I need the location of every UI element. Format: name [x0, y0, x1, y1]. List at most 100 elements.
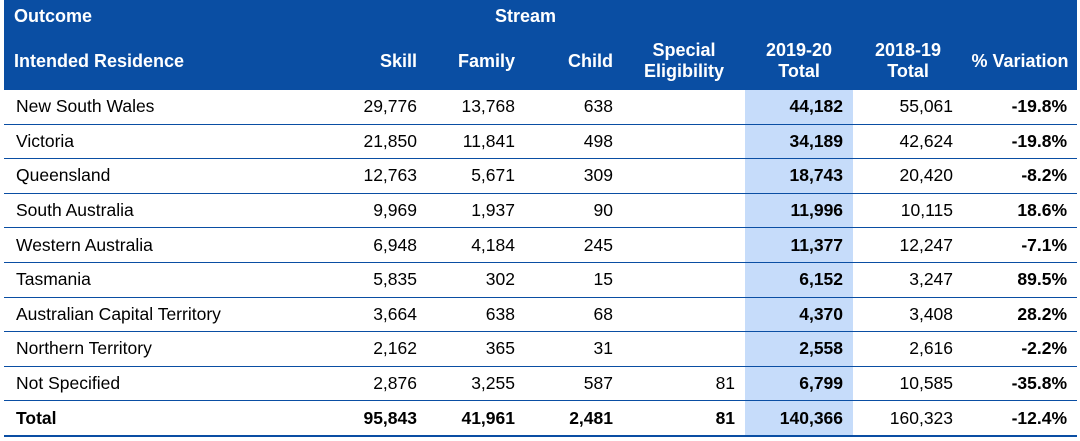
cell-total-2019: 11,377: [745, 227, 854, 263]
total-skill: 95,843: [341, 400, 427, 437]
cell-family: 4,184: [427, 227, 525, 263]
cell-variation: 28.2%: [963, 297, 1078, 333]
cell-special: [623, 124, 746, 160]
cell-skill: 21,850: [341, 124, 427, 160]
cell-family: 13,768: [427, 90, 525, 125]
cell-variation: -19.8%: [963, 90, 1078, 125]
stream-header: Stream: [341, 0, 746, 32]
cell-family: 302: [427, 262, 525, 298]
cell-total-2019: 44,182: [745, 90, 854, 125]
cell-total-2019: 6,799: [745, 366, 854, 402]
row-name: Tasmania: [4, 262, 341, 298]
cell-child: 15: [525, 262, 623, 298]
intended-residence-header: Intended Residence: [4, 32, 341, 90]
table-row: New South Wales 29,776 13,768 638 44,182…: [4, 90, 1078, 125]
cell-variation: -19.8%: [963, 124, 1078, 160]
cell-special: [623, 331, 746, 367]
cell-special: [623, 227, 746, 263]
row-name: Not Specified: [4, 366, 341, 402]
row-name: Victoria: [4, 124, 341, 160]
cell-skill: 5,835: [341, 262, 427, 298]
cell-special: [623, 158, 746, 194]
table-row: Tasmania 5,835 302 15 6,152 3,247 89.5%: [4, 262, 1078, 298]
total-2018: 160,323: [853, 400, 964, 437]
cell-special: [623, 90, 746, 125]
cell-total-2019: 6,152: [745, 262, 854, 298]
cell-total-2019: 18,743: [745, 158, 854, 194]
cell-child: 68: [525, 297, 623, 333]
cell-special: [623, 262, 746, 298]
cell-variation: -8.2%: [963, 158, 1078, 194]
total-2019: 140,366: [745, 400, 854, 437]
total-row: Total 95,843 41,961 2,481 81 140,366 160…: [4, 400, 1078, 437]
cell-child: 587: [525, 366, 623, 402]
cell-child: 309: [525, 158, 623, 194]
total-family: 41,961: [427, 400, 525, 437]
cell-variation: 89.5%: [963, 262, 1078, 298]
outcome-header: Outcome: [4, 0, 341, 32]
cell-skill: 2,876: [341, 366, 427, 402]
total-child: 2,481: [525, 400, 623, 437]
cell-special: 81: [623, 366, 746, 402]
cell-total-2019: 34,189: [745, 124, 854, 160]
cell-total-2018: 2,616: [853, 331, 964, 367]
cell-total-2019: 2,558: [745, 331, 854, 367]
total-2018-header: 2018-19 Total: [853, 32, 964, 90]
cell-total-2019: 11,996: [745, 193, 854, 229]
cell-total-2018: 20,420: [853, 158, 964, 194]
table-row: Australian Capital Territory 3,664 638 6…: [4, 297, 1078, 333]
cell-skill: 12,763: [341, 158, 427, 194]
cell-special: [623, 193, 746, 229]
cell-child: 90: [525, 193, 623, 229]
variation-header: % Variation: [963, 32, 1078, 90]
table-row: Not Specified 2,876 3,255 587 81 6,799 1…: [4, 366, 1078, 402]
cell-family: 365: [427, 331, 525, 367]
header-spacer-3: [963, 0, 1078, 32]
table-header: Outcome Stream Intended Residence Skill …: [4, 0, 1078, 90]
header-spacer-2: [853, 0, 964, 32]
row-name: Australian Capital Territory: [4, 297, 341, 333]
cell-family: 638: [427, 297, 525, 333]
cell-skill: 29,776: [341, 90, 427, 125]
cell-variation: -35.8%: [963, 366, 1078, 402]
cell-child: 31: [525, 331, 623, 367]
cell-family: 11,841: [427, 124, 525, 160]
cell-skill: 2,162: [341, 331, 427, 367]
table-row: Victoria 21,850 11,841 498 34,189 42,624…: [4, 124, 1078, 160]
row-name: New South Wales: [4, 90, 341, 125]
table-row: Northern Territory 2,162 365 31 2,558 2,…: [4, 331, 1078, 367]
cell-child: 245: [525, 227, 623, 263]
cell-family: 3,255: [427, 366, 525, 402]
row-name: Northern Territory: [4, 331, 341, 367]
table-body: New South Wales 29,776 13,768 638 44,182…: [4, 90, 1078, 437]
cell-total-2018: 3,408: [853, 297, 964, 333]
cell-total-2018: 42,624: [853, 124, 964, 160]
cell-special: [623, 297, 746, 333]
cell-child: 498: [525, 124, 623, 160]
cell-family: 5,671: [427, 158, 525, 194]
row-name: Western Australia: [4, 227, 341, 263]
table-row: South Australia 9,969 1,937 90 11,996 10…: [4, 193, 1078, 229]
header-spacer-1: [745, 0, 854, 32]
special-eligibility-header: Special Eligibility: [623, 32, 746, 90]
cell-variation: -2.2%: [963, 331, 1078, 367]
total-variation: -12.4%: [963, 400, 1078, 437]
table-row: Queensland 12,763 5,671 309 18,743 20,42…: [4, 158, 1078, 194]
cell-variation: 18.6%: [963, 193, 1078, 229]
cell-family: 1,937: [427, 193, 525, 229]
cell-total-2019: 4,370: [745, 297, 854, 333]
cell-total-2018: 12,247: [853, 227, 964, 263]
cell-total-2018: 3,247: [853, 262, 964, 298]
row-name: Queensland: [4, 158, 341, 194]
cell-skill: 6,948: [341, 227, 427, 263]
family-header: Family: [427, 32, 525, 90]
table-row: Western Australia 6,948 4,184 245 11,377…: [4, 227, 1078, 263]
cell-total-2018: 10,115: [853, 193, 964, 229]
cell-variation: -7.1%: [963, 227, 1078, 263]
skill-header: Skill: [341, 32, 427, 90]
cell-skill: 9,969: [341, 193, 427, 229]
total-special: 81: [623, 400, 746, 437]
cell-skill: 3,664: [341, 297, 427, 333]
intended-residence-table: Outcome Stream Intended Residence Skill …: [4, 0, 1078, 437]
